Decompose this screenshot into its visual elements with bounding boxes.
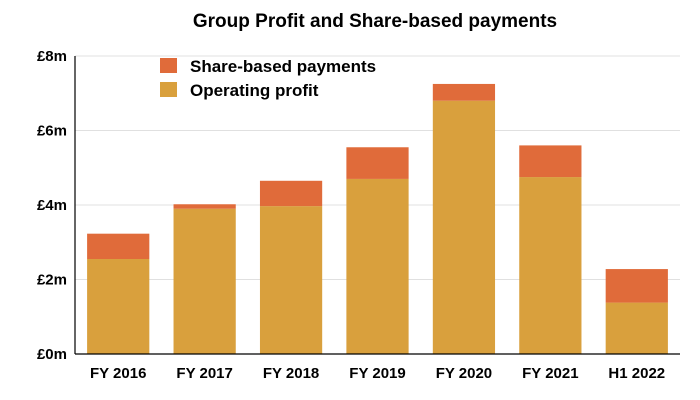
y-tick-label: £4m bbox=[37, 197, 67, 214]
y-tick-label: £6m bbox=[37, 123, 67, 140]
legend-swatch bbox=[160, 58, 177, 73]
legend: Share-based payments Operating profit bbox=[160, 57, 376, 100]
legend-swatch bbox=[160, 82, 177, 97]
axis-layer: £0m £2m £4m £6m £8m FY 2016 FY 2017 FY 2018 FY 2… bbox=[37, 48, 680, 382]
legend-label: Share-based payments bbox=[190, 57, 376, 76]
bar-operating-profit bbox=[605, 302, 668, 354]
bar-share-based-payments bbox=[519, 145, 582, 178]
bar-operating-profit bbox=[173, 208, 236, 354]
x-tick-label: FY 2017 bbox=[176, 365, 232, 382]
bar-operating-profit bbox=[519, 177, 582, 354]
x-tick-label: FY 2021 bbox=[522, 365, 578, 382]
bar-share-based-payments bbox=[605, 269, 668, 303]
bar-share-based-payments bbox=[87, 233, 150, 260]
legend-label: Operating profit bbox=[190, 81, 319, 100]
chart-title: Group Profit and Share-based payments bbox=[193, 11, 557, 32]
y-tick-label: £2m bbox=[37, 272, 67, 289]
x-tick-label: FY 2020 bbox=[436, 365, 492, 382]
y-tick-label: £8m bbox=[37, 48, 67, 65]
bars-layer bbox=[87, 83, 668, 354]
bar-operating-profit bbox=[259, 206, 323, 354]
bar-share-based-payments bbox=[259, 180, 323, 207]
bar-share-based-payments bbox=[173, 204, 236, 209]
bar-share-based-payments bbox=[346, 147, 409, 179]
bar-operating-profit bbox=[87, 259, 150, 354]
x-tick-label: FY 2016 bbox=[90, 365, 146, 382]
bar-operating-profit bbox=[346, 178, 409, 354]
bar-operating-profit bbox=[432, 100, 496, 354]
x-tick-label: H1 2022 bbox=[608, 365, 665, 382]
x-tick-label: FY 2019 bbox=[349, 365, 405, 382]
y-tick-label: £0m bbox=[37, 346, 67, 363]
bar-share-based-payments bbox=[432, 83, 496, 101]
x-tick-label: FY 2018 bbox=[263, 365, 319, 382]
